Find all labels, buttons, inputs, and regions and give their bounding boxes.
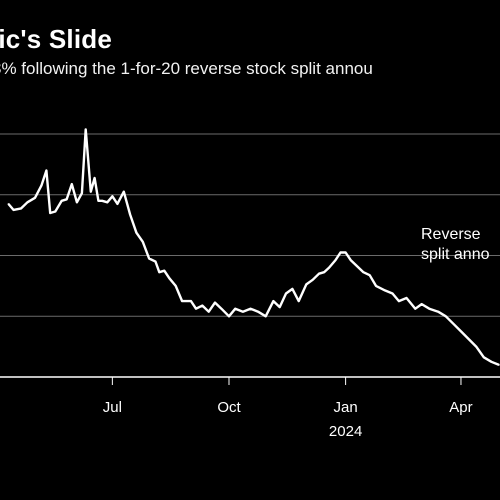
x-tick-label: Apr [449,399,472,416]
chart-subtitle: 3% following the 1-for-20 reverse stock … [0,59,373,78]
data-point [339,251,342,254]
data-point [368,274,371,277]
data-point [154,260,157,263]
data-point [362,271,365,274]
data-point [70,183,73,185]
data-point [311,279,314,281]
data-point [460,330,462,333]
data-point [428,307,431,310]
data-point [242,310,244,313]
data-point [34,196,36,199]
data-point [323,271,325,274]
data-point [148,257,150,260]
annotation-label: split anno [421,246,490,263]
data-point [40,184,43,187]
data-point [163,269,166,272]
series-line-group [7,128,500,367]
data-point [26,201,29,204]
data-point [76,201,78,204]
data-point [201,304,204,307]
data-point [84,128,87,131]
data-point [195,307,197,310]
data-point [305,283,308,286]
data-point [20,207,22,210]
data-point [375,285,377,287]
data-point [135,231,138,234]
data-point [328,266,330,269]
data-point [384,289,386,292]
data-point [291,288,294,290]
data-point [475,345,477,348]
data-point [111,195,114,198]
data-point [122,190,125,193]
data-point [174,285,177,287]
data-point [7,203,10,205]
data-point [116,203,119,205]
data-point [482,356,485,359]
data-point [101,200,104,202]
data-point [391,292,394,295]
data-point [249,307,252,310]
data-point [228,315,230,318]
data-point [207,310,210,313]
data-point [65,198,68,201]
data-point [344,251,347,254]
data-point [318,272,320,275]
data-point [490,361,493,363]
data-point [272,300,275,302]
data-point [97,200,100,202]
data-point [81,192,83,195]
data-point [452,323,455,325]
data-point [264,315,267,318]
data-point [437,310,439,313]
data-point [214,301,216,304]
data-point [467,338,470,340]
data-point [93,177,96,179]
data-point [158,271,161,274]
data-point [234,307,237,310]
x-tick-label: Jul [103,399,122,416]
x-axis: Jul Oct Jan 2024 Apr [103,377,473,440]
data-point [129,213,131,216]
data-point [12,209,15,211]
data-point [334,259,337,261]
data-point [60,200,63,202]
data-point [45,169,48,172]
data-point [349,259,352,261]
x-tick-label: Jan [334,399,358,416]
data-point [398,300,400,302]
data-point [356,265,358,267]
x-tick-label: Oct [217,399,241,416]
data-point [49,212,52,214]
gridlines [0,133,500,378]
data-point [405,297,408,299]
data-point [90,190,92,193]
data-point [190,300,192,302]
data-point [420,303,423,305]
data-point [285,292,287,295]
data-point [168,277,171,280]
annotation-label: Reverse [421,226,481,243]
data-point [297,300,300,302]
data-point [54,210,57,213]
data-point [220,307,223,310]
data-point [257,310,259,313]
annotation-group: Reverse split anno [421,226,490,263]
data-point [106,201,109,204]
data-point [181,300,183,302]
x-tick-year-label: 2024 [329,423,362,440]
chart-title: ric's Slide [0,24,112,54]
data-point [444,315,447,318]
data-point [278,306,281,308]
data-point [498,364,500,366]
data-point [414,307,417,310]
data-point [141,241,144,243]
